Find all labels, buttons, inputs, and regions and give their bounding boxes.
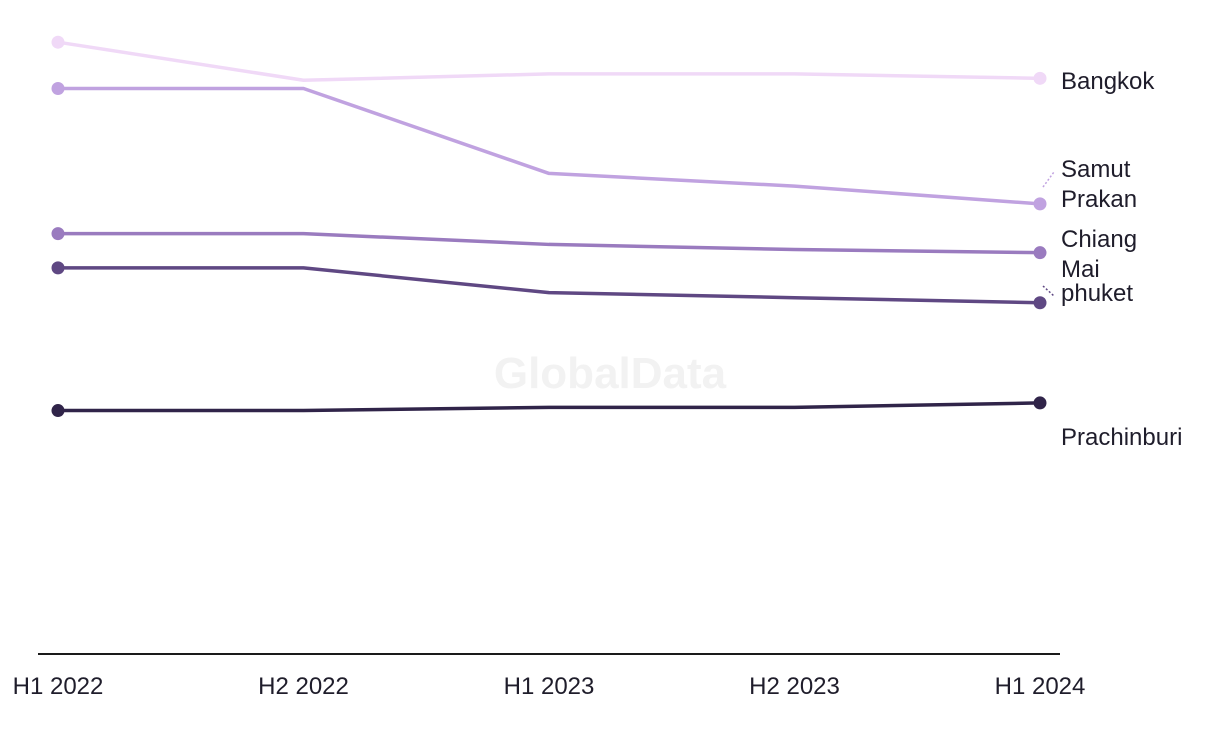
- data-point-samut-prakan-h1-2024: [1033, 197, 1047, 211]
- data-point-phuket-h1-2022: [51, 261, 65, 275]
- series-label-line: phuket: [1061, 280, 1133, 307]
- label-leader-samut-prakan: [1042, 171, 1055, 188]
- series-line-samut-prakan: [58, 86, 1041, 206]
- x-tick-label-h2-2022: H2 2022: [258, 673, 349, 700]
- series-label-samut-prakan: Samut Prakan: [1061, 156, 1137, 213]
- series-line-phuket: [58, 266, 1041, 305]
- data-point-prachinburi-h1-2024: [1033, 396, 1047, 410]
- series-label-prachinburi: Prachinburi: [1061, 424, 1182, 451]
- watermark: GlobalData: [494, 349, 727, 398]
- label-leader-phuket: [1042, 285, 1055, 297]
- data-point-bangkok-h1-2022: [51, 35, 65, 49]
- x-tick-label-h1-2024: H1 2024: [995, 673, 1086, 700]
- data-point-bangkok-h1-2024: [1033, 71, 1047, 85]
- data-point-chiang-mai-h1-2022: [51, 227, 65, 241]
- series-lines: [57, 40, 1041, 413]
- data-point-phuket-h1-2024: [1033, 296, 1047, 310]
- series-label-line: Samut: [1061, 156, 1131, 183]
- series-label-line: Chiang: [1061, 226, 1137, 253]
- series-label-bangkok: Bangkok: [1061, 68, 1155, 95]
- series-label-line: Prakan: [1061, 186, 1137, 213]
- data-point-prachinburi-h1-2022: [51, 404, 65, 418]
- series-line-bangkok: [57, 40, 1041, 82]
- x-tick-label-h1-2022: H1 2022: [13, 673, 104, 700]
- data-point-chiang-mai-h1-2024: [1033, 246, 1047, 260]
- series-label-phuket: phuket: [1061, 280, 1133, 307]
- series-label-line: Mai: [1061, 256, 1100, 283]
- data-point-samut-prakan-h1-2022: [51, 81, 65, 95]
- x-axis-ticks: H1 2022 H2 2022 H1 2023 H2 2023 H1 2024: [13, 673, 1086, 700]
- series-label-chiang-mai: Chiang Mai: [1061, 226, 1137, 283]
- series-label-line: Prachinburi: [1061, 424, 1182, 451]
- series-points: [51, 35, 1047, 418]
- series-label-line: Bangkok: [1061, 68, 1155, 95]
- x-tick-label-h1-2023: H1 2023: [504, 673, 595, 700]
- series-line-chiang-mai: [58, 231, 1041, 255]
- x-tick-label-h2-2023: H2 2023: [749, 673, 840, 700]
- series-line-prachinburi: [58, 401, 1041, 413]
